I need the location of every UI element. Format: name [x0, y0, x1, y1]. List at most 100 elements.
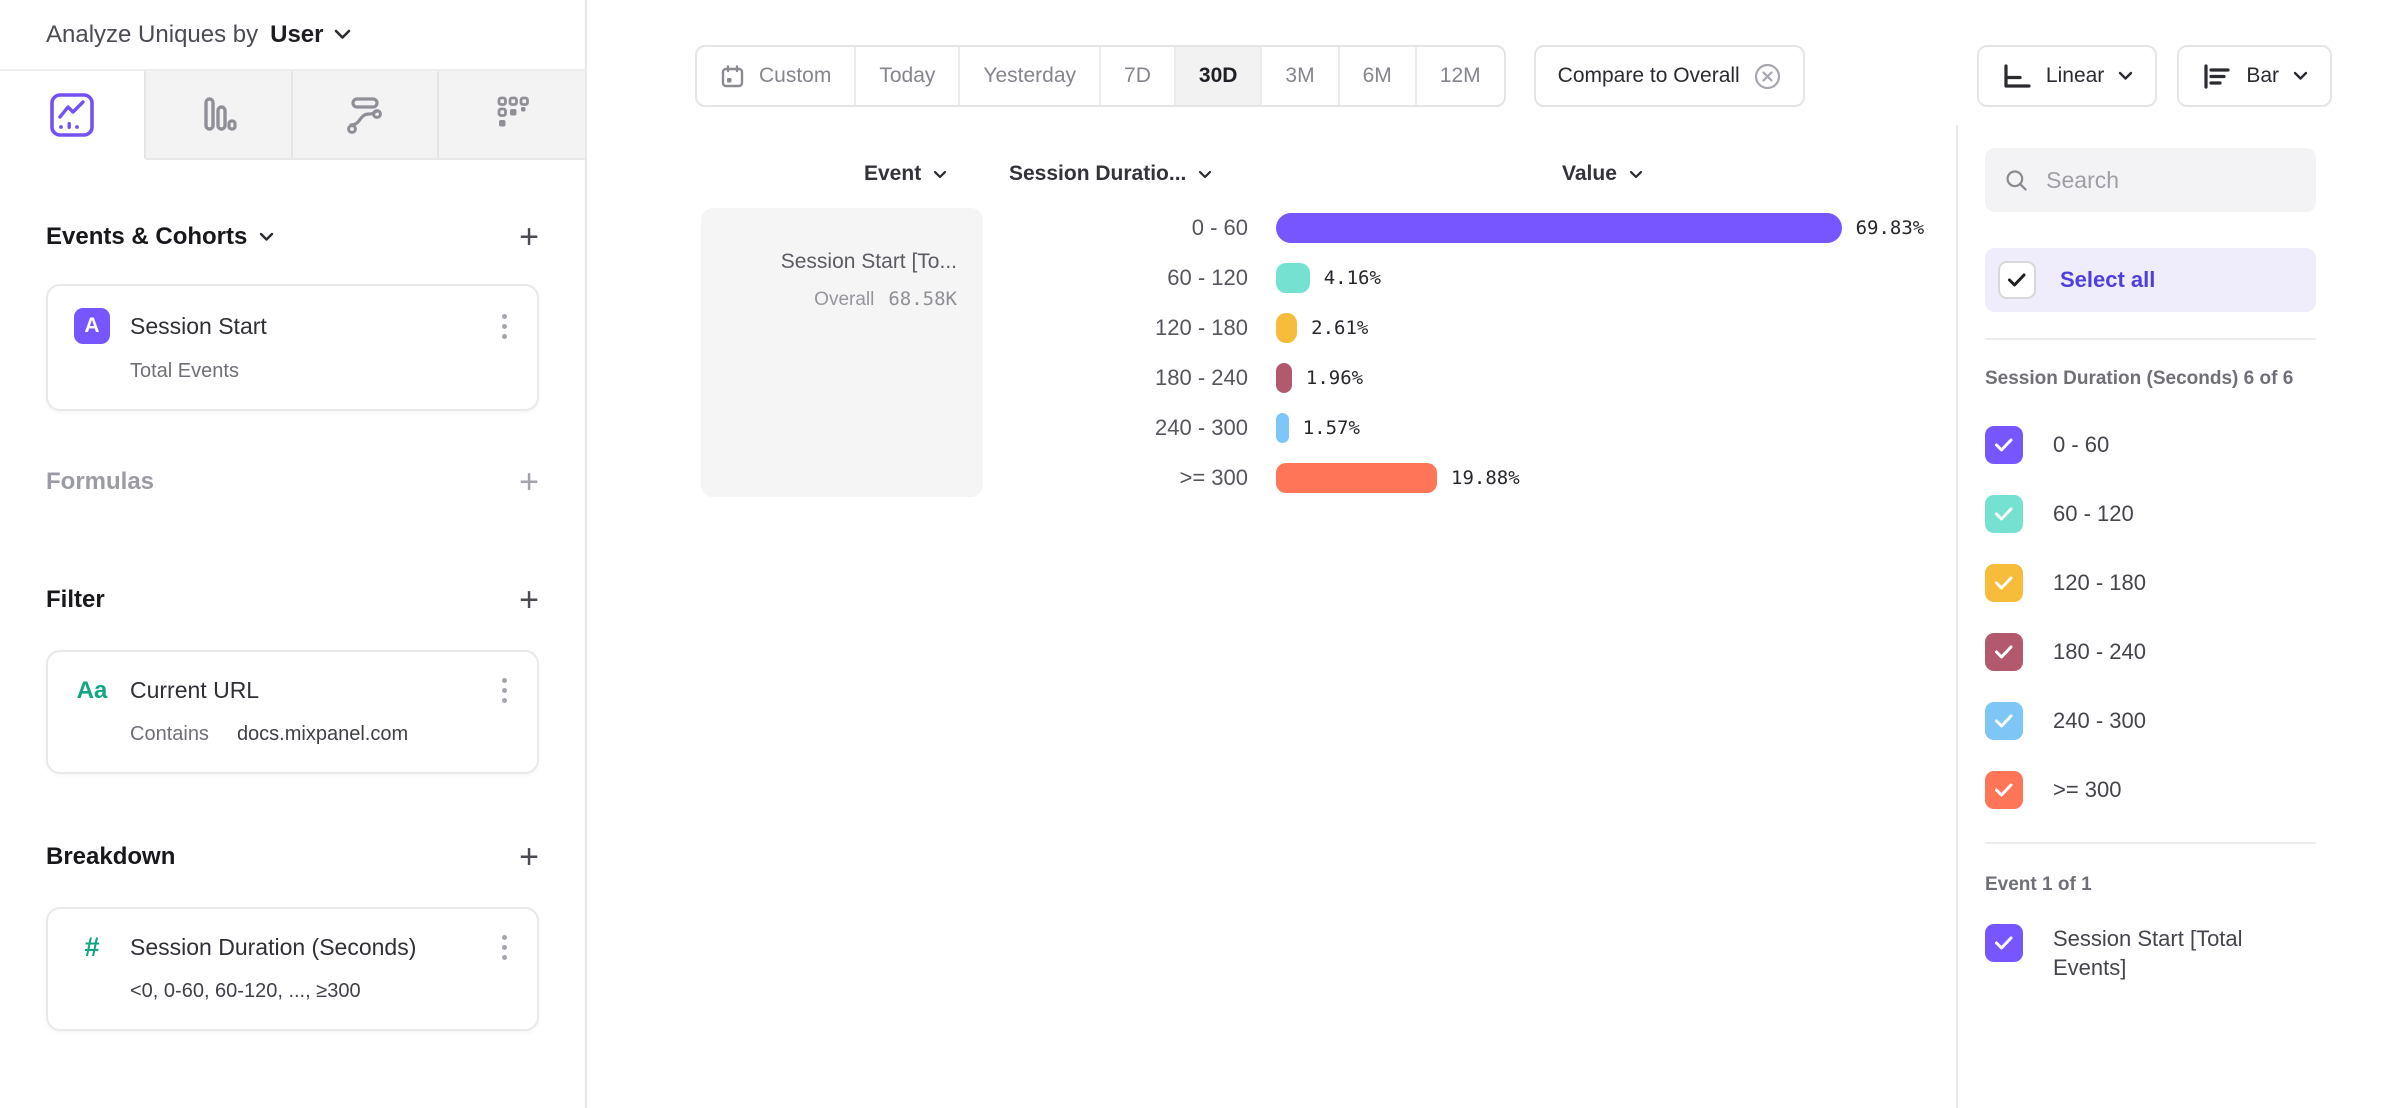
select-all-checkbox[interactable]	[1998, 261, 2036, 299]
events-section-title[interactable]: Events & Cohorts	[46, 223, 274, 251]
tab-bar-chart[interactable]	[146, 71, 293, 158]
remove-compare-icon[interactable]	[1754, 63, 1781, 90]
filter-card-row: Aa Current URL	[74, 674, 511, 707]
legend-item-120-180[interactable]: 120 - 180	[1985, 548, 2316, 617]
bar-180-240[interactable]	[1276, 363, 1292, 393]
event-letter-badge: A	[74, 308, 110, 344]
chart-scale-dropdown[interactable]: Linear	[1976, 45, 2158, 107]
legend-checkbox[interactable]	[1985, 425, 2023, 464]
legend-checkbox[interactable]	[1985, 632, 2023, 671]
legend-event-item[interactable]: Session Start [Total Events]	[1985, 924, 2316, 982]
breakdown-card-menu-icon[interactable]	[498, 931, 511, 964]
legend-checkbox[interactable]	[1985, 770, 2023, 809]
metrics-grid-icon	[497, 96, 529, 126]
event-measure-label[interactable]: Total Events	[130, 360, 239, 382]
bar-240-300[interactable]	[1276, 413, 1289, 443]
legend-item-0-60[interactable]: 0 - 60	[1985, 410, 2316, 479]
date-range-7d[interactable]: 7D	[1099, 47, 1174, 105]
legend-checkbox[interactable]	[1985, 563, 2023, 602]
date-range-custom[interactable]: Custom	[697, 47, 854, 105]
tab-flow[interactable]	[292, 71, 439, 158]
date-range-30d[interactable]: 30D	[1173, 47, 1261, 105]
bar-chart-rows: 0 - 60 69.83% 60 - 120 4.16% 120 - 180 2…	[587, 203, 1957, 503]
bar-0-60[interactable]	[1276, 213, 1842, 243]
breakdown-card-buckets: <0, 0-60, 60-120, ..., ≥300	[130, 980, 511, 1003]
add-filter-button[interactable]: +	[519, 581, 539, 619]
analyze-header: Analyze Uniques by User	[0, 0, 585, 71]
overall-value: 68.58K	[888, 288, 957, 310]
date-range-3m[interactable]: 3M	[1260, 47, 1337, 105]
chevron-down-icon	[934, 170, 947, 178]
date-range-12m[interactable]: 12M	[1414, 47, 1504, 105]
event-card-title: Session Start	[130, 312, 267, 339]
tab-metrics[interactable]	[438, 71, 585, 158]
chevron-down-icon	[334, 29, 350, 39]
chart-scale-label: Linear	[2045, 64, 2105, 87]
event-card-menu-icon[interactable]	[498, 310, 511, 343]
query-builder-sections: Events & Cohorts + A Session Start Total…	[0, 218, 585, 1031]
check-icon	[1995, 783, 2013, 796]
linear-scale-icon	[2004, 63, 2031, 88]
bucket-label: 60 - 120	[1167, 265, 1248, 290]
legend-checkbox[interactable]	[1985, 701, 2023, 740]
chart-type-dropdown[interactable]: Bar	[2177, 45, 2332, 107]
bar-120-180[interactable]	[1276, 313, 1298, 343]
legend-search[interactable]	[1985, 148, 2316, 212]
chart-row: 240 - 300 1.57%	[587, 403, 1957, 453]
event-checkbox[interactable]	[1985, 924, 2023, 962]
column-header-event[interactable]: Event	[864, 162, 947, 186]
report-toolbar: Custom Today Yesterday 7D 30D 3M 6M 12M …	[695, 45, 2332, 107]
legend-item-60-120[interactable]: 60 - 120	[1985, 479, 2316, 548]
breakdown-buckets-label[interactable]: <0, 0-60, 60-120, ..., ≥300	[130, 980, 361, 1002]
legend-item-180-240[interactable]: 180 - 240	[1985, 617, 2316, 686]
legend-item-gte-300[interactable]: >= 300	[1985, 755, 2316, 824]
bar-value-label: 1.96%	[1305, 367, 1364, 389]
numeric-property-icon: #	[84, 932, 100, 962]
bar-60-120[interactable]	[1276, 263, 1310, 293]
breakdown-section-title: Breakdown	[46, 843, 176, 870]
breakdown-card-session-duration[interactable]: # Session Duration (Seconds) <0, 0-60, 6…	[46, 907, 539, 1031]
select-all-row[interactable]: Select all	[1985, 248, 2316, 312]
date-range-today[interactable]: Today	[854, 47, 958, 105]
event-group-label: Event 1 of 1	[1985, 874, 2092, 895]
analyze-by-dropdown[interactable]: User	[270, 21, 350, 49]
date-range-yesterday[interactable]: Yesterday	[958, 47, 1099, 105]
filter-value[interactable]: docs.mixpanel.com	[236, 723, 409, 745]
add-breakdown-button[interactable]: +	[519, 838, 539, 876]
analyze-by-label: Analyze Uniques by	[46, 20, 259, 48]
check-icon	[1995, 645, 2013, 658]
compare-to-overall-chip[interactable]: Compare to Overall	[1533, 45, 1805, 107]
check-icon	[1995, 438, 2013, 451]
overall-label: Overall	[814, 289, 875, 310]
breakdown-section-header: Breakdown +	[46, 838, 539, 876]
add-event-button[interactable]: +	[519, 218, 539, 256]
chart-column-headers: Event Session Duratio... Value	[587, 162, 1956, 192]
chevron-down-icon	[260, 232, 274, 241]
legend-divider	[1985, 842, 2316, 844]
breakdown-card-title: Session Duration (Seconds)	[130, 934, 417, 960]
date-range-picker: Custom Today Yesterday 7D 30D 3M 6M 12M	[695, 45, 1506, 107]
event-card-session-start[interactable]: A Session Start Total Events	[46, 284, 539, 411]
search-icon	[2006, 169, 2027, 191]
events-section-header: Events & Cohorts +	[46, 218, 539, 256]
chevron-down-icon	[1629, 170, 1642, 178]
tab-insights-line-chart[interactable]	[0, 71, 147, 160]
event-summary-cell[interactable]: Session Start [To... Overall 68.58K	[701, 208, 983, 497]
bucket-label: 180 - 240	[1155, 365, 1248, 390]
filter-operator[interactable]: Contains	[130, 723, 209, 745]
chart-row: 180 - 240 1.96%	[587, 353, 1957, 403]
legend-checkbox[interactable]	[1985, 494, 2023, 533]
event-summary-overall: Overall 68.58K	[717, 288, 957, 311]
segment-legend-panel: Select all Session Duration (Seconds) 6 …	[1956, 125, 2398, 1108]
column-header-value[interactable]: Value	[1562, 162, 1643, 186]
analyze-by-value: User	[270, 20, 324, 48]
bar-gte-300[interactable]	[1276, 463, 1438, 493]
search-input[interactable]	[2046, 166, 2296, 194]
date-range-6m[interactable]: 6M	[1337, 47, 1415, 105]
legend-item-240-300[interactable]: 240 - 300	[1985, 686, 2316, 755]
bar-value-label: 2.61%	[1311, 317, 1369, 339]
filter-card-menu-icon[interactable]	[498, 674, 511, 707]
add-formula-button[interactable]: +	[519, 463, 539, 501]
filter-card-current-url[interactable]: Aa Current URL Contains docs.mixpanel.co…	[46, 650, 539, 774]
column-header-breakdown[interactable]: Session Duratio...	[1009, 162, 1212, 186]
